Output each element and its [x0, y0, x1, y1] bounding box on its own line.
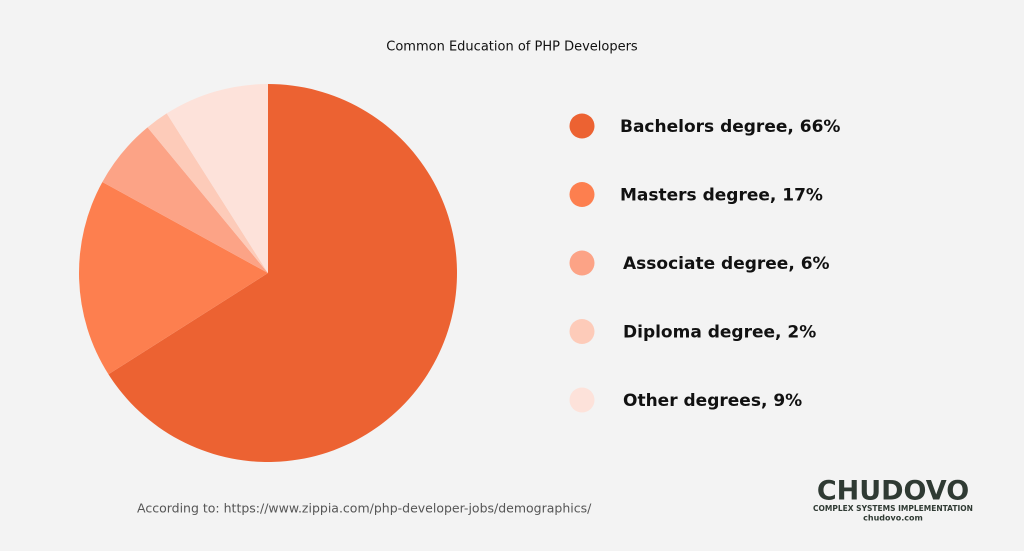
- legend-marker: [569, 387, 595, 413]
- logo-tagline: COMPLEX SYSTEMS IMPLEMENTATION: [813, 504, 973, 513]
- legend-marker: [569, 113, 595, 139]
- legend-marker: [569, 250, 595, 276]
- pie-slice: [147, 113, 268, 273]
- pie-slice: [78, 181, 268, 375]
- legend-label: Diploma degree, 2%: [623, 323, 816, 343]
- legend-label: Associate degree, 6%: [623, 254, 830, 274]
- legend-label: Bachelors degree, 66%: [620, 117, 840, 137]
- logo-name: CHUDOVO: [817, 476, 969, 507]
- pie-slice: [166, 84, 268, 273]
- legend-marker: [569, 319, 595, 344]
- chart-title: Common Education of PHP Developers: [386, 40, 638, 55]
- source-note: According to: https://www.zippia.com/php…: [137, 501, 592, 516]
- legend-label: Other degrees, 9%: [623, 391, 802, 411]
- legend-marker: [569, 182, 595, 207]
- logo-site: chudovo.com: [863, 514, 923, 523]
- pie-slice: [108, 84, 458, 462]
- legend-label: Masters degree, 17%: [620, 186, 823, 206]
- pie-slice: [102, 127, 268, 274]
